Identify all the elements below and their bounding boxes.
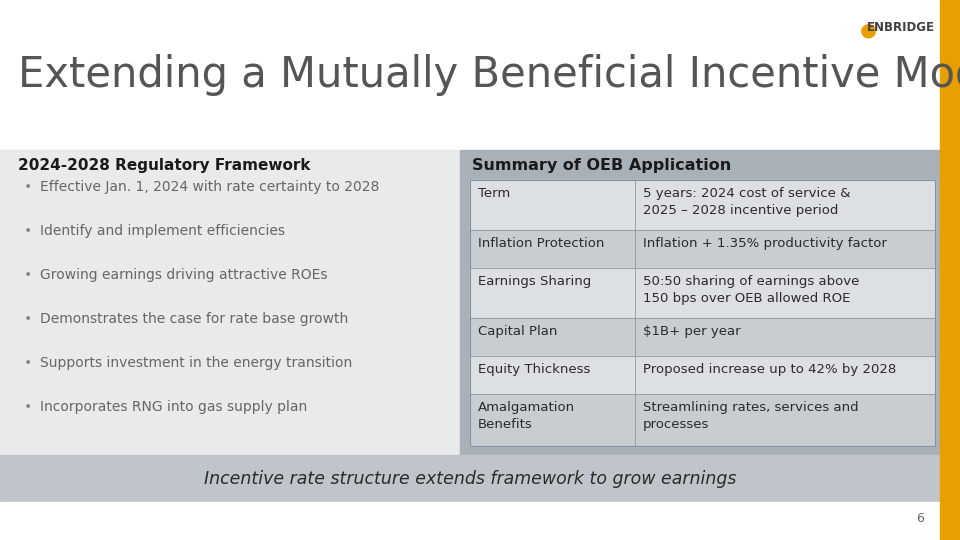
Bar <box>470 318 935 356</box>
Bar <box>470 356 935 394</box>
Text: Streamlining rates, services and
processes: Streamlining rates, services and process… <box>643 401 858 431</box>
Text: Demonstrates the case for rate base growth: Demonstrates the case for rate base grow… <box>40 312 348 326</box>
Text: $1B+ per year: $1B+ per year <box>643 325 740 338</box>
Text: 5 years: 2024 cost of service &
2025 – 2028 incentive period: 5 years: 2024 cost of service & 2025 – 2… <box>643 187 851 217</box>
Text: 2024-2028 Regulatory Framework: 2024-2028 Regulatory Framework <box>18 158 310 173</box>
Text: •: • <box>24 180 33 194</box>
Bar <box>470 268 935 318</box>
Text: Capital Plan: Capital Plan <box>478 325 558 338</box>
Bar <box>940 0 960 540</box>
Text: Term: Term <box>478 187 511 200</box>
Bar <box>0 502 960 540</box>
Bar <box>460 150 940 455</box>
Bar <box>0 0 960 150</box>
Text: •: • <box>24 400 33 414</box>
Bar <box>470 180 935 230</box>
Text: Extending a Mutually Beneficial Incentive Model: Extending a Mutually Beneficial Incentiv… <box>18 54 960 96</box>
Bar <box>0 150 460 455</box>
Text: 6: 6 <box>916 511 924 524</box>
Bar <box>470 230 935 268</box>
Bar <box>470 394 935 446</box>
Text: Incentive rate structure extends framework to grow earnings: Incentive rate structure extends framewo… <box>204 470 736 488</box>
Bar <box>0 455 940 502</box>
Text: ENBRIDGE: ENBRIDGE <box>867 21 935 34</box>
Bar <box>470 180 935 446</box>
Text: Inflation Protection: Inflation Protection <box>478 237 605 250</box>
Text: Incorporates RNG into gas supply plan: Incorporates RNG into gas supply plan <box>40 400 307 414</box>
Text: Growing earnings driving attractive ROEs: Growing earnings driving attractive ROEs <box>40 268 327 282</box>
Text: •: • <box>24 268 33 282</box>
Text: Identify and implement efficiencies: Identify and implement efficiencies <box>40 224 285 238</box>
Text: Amalgamation
Benefits: Amalgamation Benefits <box>478 401 575 431</box>
Text: ●: ● <box>860 20 877 39</box>
Text: Earnings Sharing: Earnings Sharing <box>478 275 591 288</box>
Text: Effective Jan. 1, 2024 with rate certainty to 2028: Effective Jan. 1, 2024 with rate certain… <box>40 180 379 194</box>
Text: Inflation + 1.35% productivity factor: Inflation + 1.35% productivity factor <box>643 237 887 250</box>
Text: Supports investment in the energy transition: Supports investment in the energy transi… <box>40 356 352 370</box>
Text: Equity Thickness: Equity Thickness <box>478 363 590 376</box>
Text: •: • <box>24 312 33 326</box>
Text: •: • <box>24 356 33 370</box>
Text: Proposed increase up to 42% by 2028: Proposed increase up to 42% by 2028 <box>643 363 897 376</box>
Text: 50:50 sharing of earnings above
150 bps over OEB allowed ROE: 50:50 sharing of earnings above 150 bps … <box>643 275 859 305</box>
Text: Summary of OEB Application: Summary of OEB Application <box>472 158 732 173</box>
Text: •: • <box>24 224 33 238</box>
